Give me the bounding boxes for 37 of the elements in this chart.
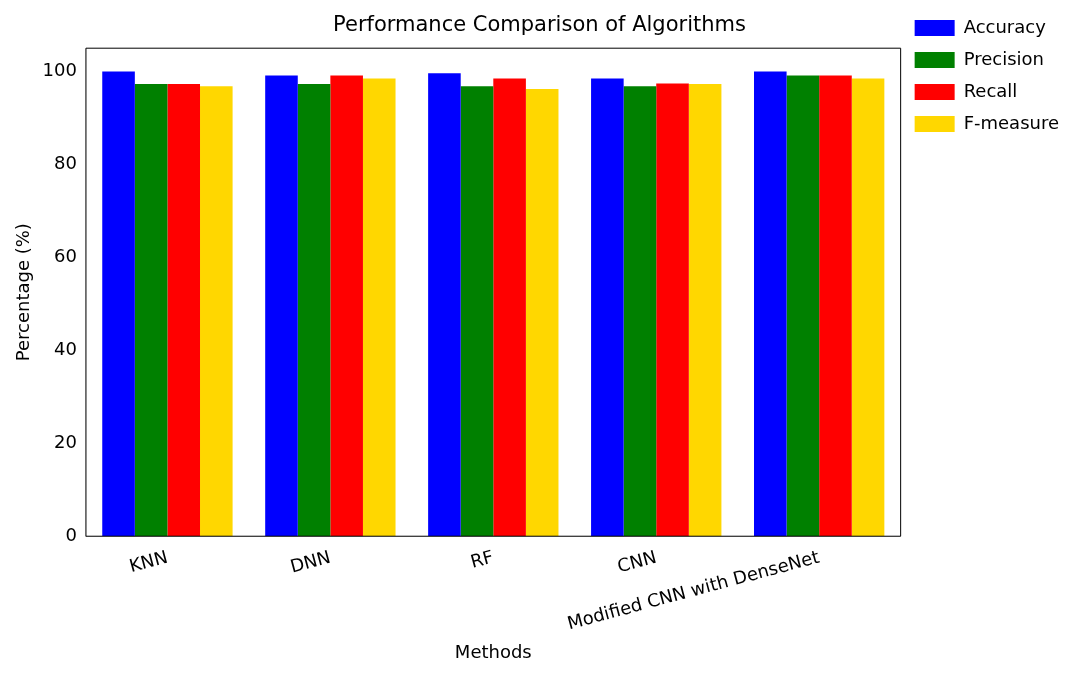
bar bbox=[819, 75, 852, 537]
legend-label: Accuracy bbox=[963, 15, 1047, 37]
bar bbox=[493, 78, 526, 537]
bar bbox=[623, 86, 657, 537]
x-tick-label: DNN bbox=[287, 545, 333, 577]
bar bbox=[297, 83, 331, 537]
bar bbox=[460, 86, 494, 537]
x-tick-label: RF bbox=[468, 545, 496, 572]
bar bbox=[200, 86, 233, 537]
x-axis-title: Methods bbox=[454, 640, 532, 662]
y-tick-label: 80 bbox=[54, 152, 77, 174]
bar bbox=[362, 78, 396, 537]
y-tick-label: 60 bbox=[54, 245, 77, 267]
bar bbox=[754, 71, 787, 537]
x-tick-label: CNN bbox=[614, 545, 659, 577]
y-tick-label: 20 bbox=[54, 430, 77, 452]
y-tick-label: 0 bbox=[65, 523, 77, 545]
y-tick-label: 40 bbox=[54, 337, 77, 359]
bar bbox=[428, 73, 461, 537]
bar bbox=[591, 78, 624, 537]
x-tick-label: KNN bbox=[126, 545, 170, 577]
bar bbox=[167, 83, 201, 537]
bar bbox=[525, 89, 559, 537]
bar bbox=[786, 75, 820, 537]
bar bbox=[688, 83, 722, 537]
bar bbox=[265, 75, 298, 537]
y-axis-title: Percentage (%) bbox=[12, 223, 34, 362]
legend-label: F-measure bbox=[963, 111, 1060, 133]
bar bbox=[134, 83, 168, 537]
bar bbox=[656, 83, 689, 537]
y-tick-label: 100 bbox=[42, 59, 77, 81]
legend-label: Precision bbox=[963, 47, 1044, 69]
bar bbox=[330, 75, 363, 537]
legend-label: Recall bbox=[963, 79, 1018, 101]
bar bbox=[851, 78, 885, 537]
bar bbox=[102, 71, 135, 537]
chart-title: Performance Comparison of Algorithms bbox=[333, 12, 746, 37]
